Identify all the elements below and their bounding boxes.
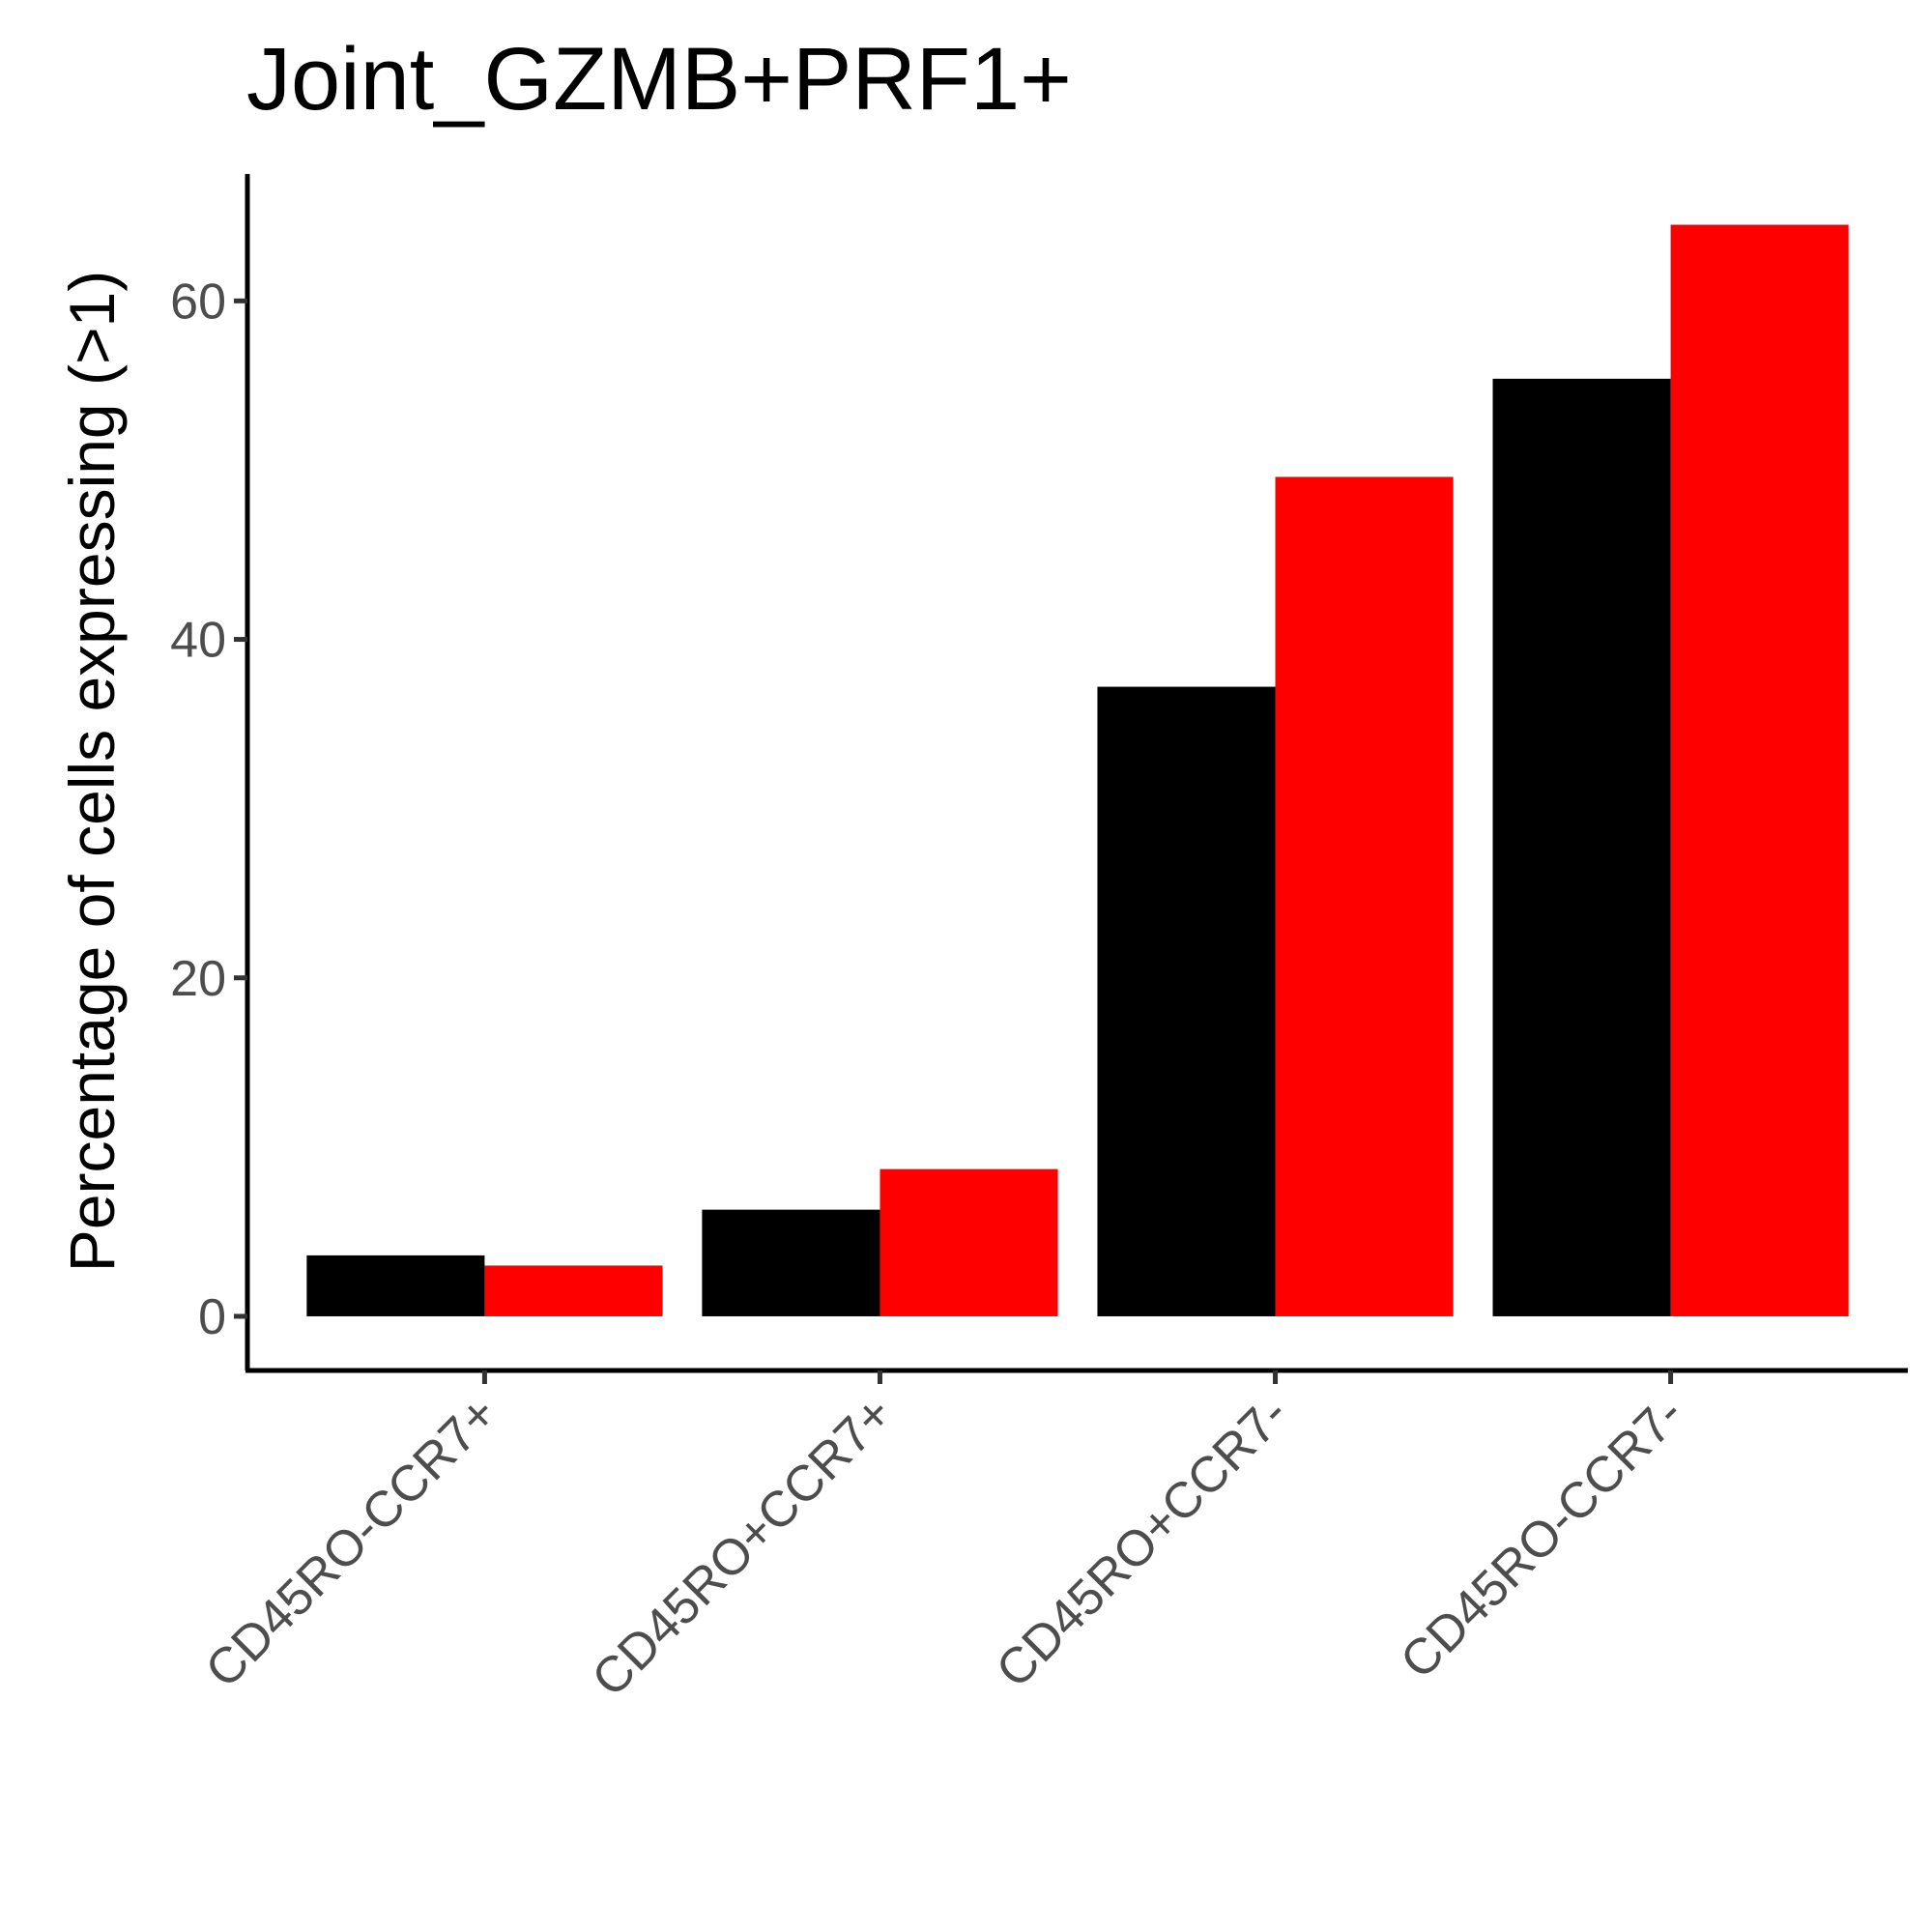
bar-series-1-CD45RO+CCR7+ [702, 1209, 880, 1316]
y-tick-label-0: 0 [198, 1289, 226, 1345]
x-tick-label-CD45RO-CCR7+: CD45RO-CCR7+ [195, 1385, 508, 1698]
bar-series-2-CD45RO+CCR7- [1275, 476, 1454, 1316]
plot-area: 0 20 40 60 CD45RO-CCR7+ CD45RO+CCR7+ CD45RO+CC… [170, 174, 1908, 1708]
y-axis-label: Percentage of cells expressing (>1) [56, 271, 128, 1272]
x-tick-label-CD45RO+CCR7-: CD45RO+CCR7- [986, 1385, 1299, 1698]
bar-series-2-CD45RO+CCR7+ [879, 1168, 1058, 1316]
y-tick-label-40: 40 [170, 613, 226, 669]
chart-title: Joint_GZMB+PRF1+ [246, 30, 1072, 129]
bar-series-2-CD45RO-CCR7+ [484, 1265, 663, 1316]
bar-series-2-CD45RO-CCR7- [1670, 224, 1849, 1316]
y-tick-label-60: 60 [170, 274, 226, 330]
bar-series-1-CD45RO-CCR7+ [306, 1254, 485, 1316]
y-tick-label-20: 20 [170, 951, 226, 1007]
x-tick-label-CD45RO-CCR7-: CD45RO-CCR7- [1390, 1385, 1694, 1689]
bar-series-1-CD45RO+CCR7- [1097, 686, 1276, 1316]
x-tick-label-CD45RO+CCR7+: CD45RO+CCR7+ [582, 1385, 904, 1707]
bar-series-1-CD45RO-CCR7- [1492, 378, 1671, 1316]
